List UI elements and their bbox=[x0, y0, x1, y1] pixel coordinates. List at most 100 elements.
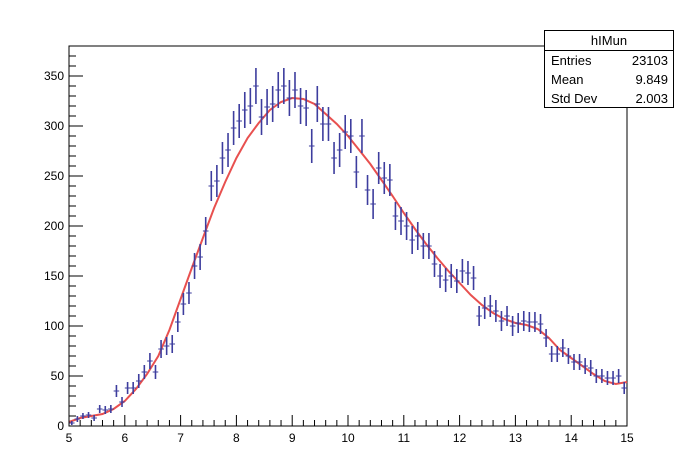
data-point bbox=[509, 316, 516, 336]
stats-row-stddev: Std Dev 2.003 bbox=[545, 89, 673, 108]
data-point bbox=[241, 92, 248, 128]
data-point bbox=[565, 348, 572, 364]
stats-label: Std Dev bbox=[551, 91, 598, 106]
y-tick-label: 250 bbox=[44, 169, 64, 183]
data-point bbox=[403, 212, 410, 240]
data-point bbox=[532, 312, 538, 332]
data-point bbox=[208, 171, 215, 201]
x-tick-label: 13 bbox=[509, 431, 523, 445]
data-point bbox=[398, 207, 404, 235]
data-point bbox=[342, 115, 348, 149]
data-point bbox=[470, 266, 477, 290]
data-point bbox=[370, 189, 376, 219]
data-point bbox=[420, 233, 427, 259]
x-tick-label: 12 bbox=[453, 431, 467, 445]
data-point bbox=[504, 306, 510, 326]
data-point bbox=[320, 107, 326, 141]
data-point bbox=[191, 253, 198, 279]
data-point bbox=[615, 369, 622, 383]
x-tick-label: 14 bbox=[565, 431, 579, 445]
stats-value: 2.003 bbox=[635, 91, 668, 106]
data-point bbox=[348, 119, 354, 153]
data-point bbox=[186, 282, 192, 304]
data-point bbox=[487, 295, 494, 317]
x-tick-label: 9 bbox=[289, 431, 296, 445]
data-point bbox=[80, 413, 86, 419]
x-tick-label: 7 bbox=[177, 431, 184, 445]
data-point bbox=[314, 86, 321, 122]
data-point bbox=[264, 89, 270, 125]
fit-layer bbox=[68, 96, 628, 423]
data-point bbox=[459, 259, 466, 283]
data-point bbox=[96, 405, 103, 413]
data-point bbox=[587, 360, 594, 376]
data-point bbox=[74, 416, 81, 422]
data-point bbox=[113, 385, 120, 397]
x-tick-label: 11 bbox=[398, 431, 411, 445]
y-tick-label: 300 bbox=[44, 119, 64, 133]
data-point bbox=[225, 133, 231, 167]
data-point bbox=[554, 346, 561, 362]
data-point bbox=[292, 72, 298, 108]
data-point bbox=[520, 311, 527, 331]
points-layer bbox=[69, 68, 627, 425]
data-point bbox=[69, 421, 75, 425]
data-point bbox=[593, 369, 600, 383]
data-point bbox=[414, 222, 421, 250]
stats-value: 9.849 bbox=[635, 72, 668, 87]
data-point bbox=[308, 129, 315, 163]
stats-box: hIMun Entries 23103 Mean 9.849 Std Dev 2… bbox=[544, 30, 674, 108]
data-point bbox=[169, 335, 176, 353]
x-tick-label: 10 bbox=[341, 431, 355, 445]
fit-curve bbox=[68, 96, 628, 423]
data-point bbox=[158, 340, 164, 358]
data-point bbox=[543, 329, 549, 347]
y-tick-label: 150 bbox=[44, 269, 64, 283]
data-point bbox=[135, 374, 142, 388]
data-point bbox=[281, 68, 287, 104]
data-point bbox=[197, 244, 203, 270]
data-point bbox=[548, 346, 555, 362]
data-point bbox=[476, 306, 482, 326]
data-point bbox=[353, 156, 360, 188]
data-point bbox=[180, 293, 187, 315]
data-point bbox=[582, 358, 588, 374]
data-point bbox=[359, 119, 365, 153]
data-point bbox=[130, 382, 136, 394]
data-point bbox=[431, 251, 438, 277]
data-point bbox=[498, 311, 505, 331]
y-tick-label: 50 bbox=[51, 369, 65, 383]
data-point bbox=[219, 142, 226, 174]
stats-label: Mean bbox=[551, 72, 584, 87]
data-point bbox=[175, 312, 181, 332]
data-point bbox=[102, 406, 109, 414]
data-point bbox=[448, 264, 455, 288]
data-point bbox=[381, 162, 388, 194]
data-point bbox=[108, 405, 114, 413]
data-point bbox=[152, 365, 159, 379]
data-point bbox=[119, 397, 125, 407]
data-point bbox=[375, 152, 382, 184]
stats-label: Entries bbox=[551, 53, 592, 68]
data-point bbox=[481, 297, 488, 319]
data-point bbox=[526, 312, 533, 332]
y-tick-label: 200 bbox=[44, 219, 64, 233]
data-point bbox=[465, 261, 471, 285]
data-point bbox=[610, 371, 616, 385]
data-point bbox=[214, 165, 220, 197]
data-point bbox=[275, 72, 282, 108]
data-point bbox=[258, 99, 265, 135]
y-tick-label: 0 bbox=[57, 419, 64, 433]
data-point bbox=[253, 68, 259, 104]
data-point bbox=[387, 164, 393, 196]
data-point bbox=[442, 268, 449, 292]
stats-value: 23103 bbox=[631, 53, 668, 68]
data-point bbox=[604, 371, 611, 385]
data-point bbox=[599, 369, 605, 383]
x-tick-label: 8 bbox=[233, 431, 240, 445]
data-point bbox=[493, 300, 499, 322]
data-point bbox=[571, 354, 577, 370]
stats-title: hIMun bbox=[545, 31, 673, 51]
data-point bbox=[124, 382, 131, 394]
